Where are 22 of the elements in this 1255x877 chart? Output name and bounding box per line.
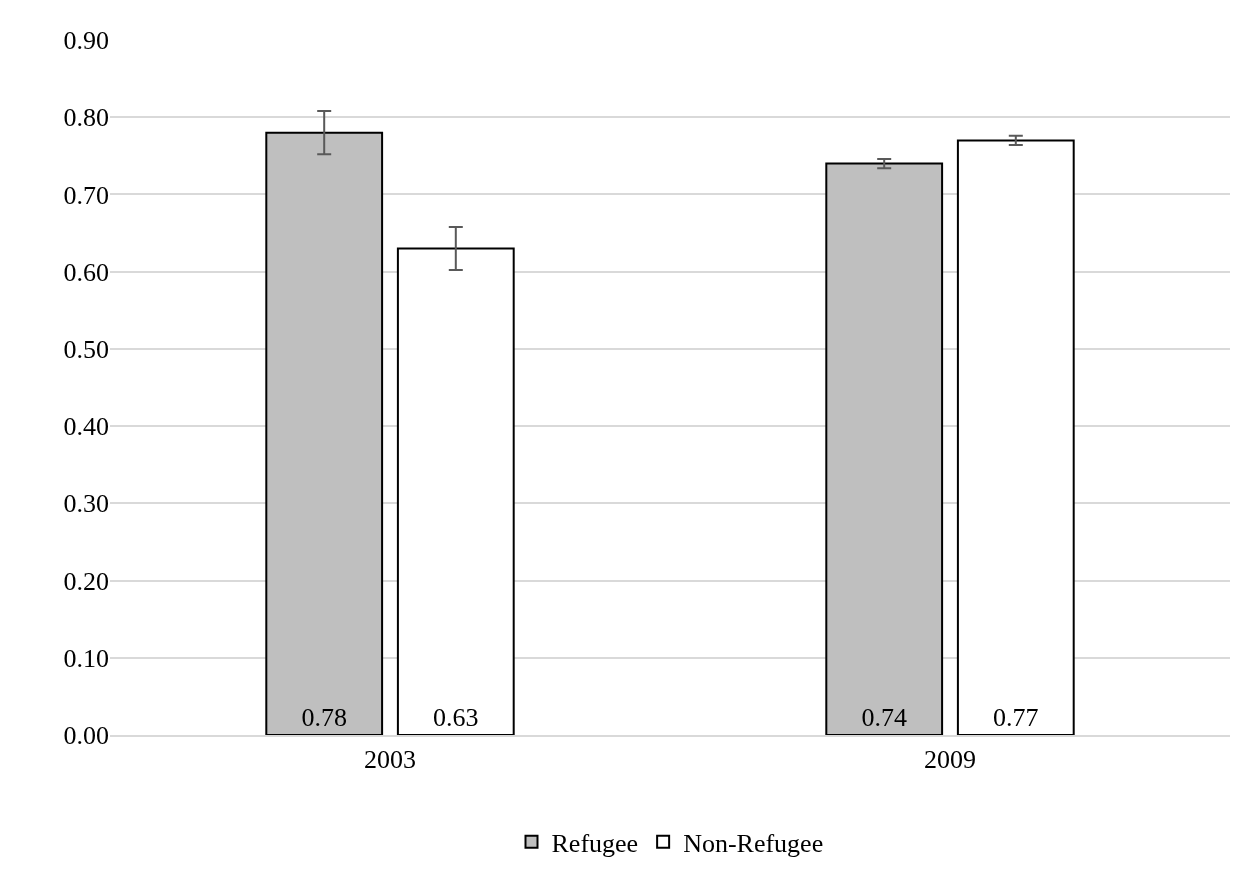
data-label: 0.77 bbox=[993, 703, 1039, 732]
y-tick-label: 0.90 bbox=[63, 26, 109, 56]
x-tick-label: 2003 bbox=[364, 745, 416, 775]
legend-label: Refugee bbox=[551, 828, 639, 858]
bar bbox=[825, 162, 944, 735]
y-tick-label: 0.40 bbox=[63, 412, 109, 442]
data-label: 0.63 bbox=[433, 703, 479, 732]
y-tick-label: 0.60 bbox=[63, 257, 109, 287]
data-label: 0.74 bbox=[861, 703, 907, 732]
bar bbox=[265, 131, 384, 735]
y-tick-label: 0.10 bbox=[63, 643, 109, 673]
y-tick-label: 0.00 bbox=[63, 721, 109, 751]
y-tick-label: 0.20 bbox=[63, 566, 109, 596]
y-tick-label: 0.80 bbox=[63, 103, 109, 133]
y-tick-label: 0.30 bbox=[63, 489, 109, 519]
y-tick-label: 0.50 bbox=[63, 334, 109, 364]
bar bbox=[956, 139, 1075, 735]
x-tick-label: 2009 bbox=[924, 745, 976, 775]
bar bbox=[396, 247, 515, 735]
y-tick-label: 0.70 bbox=[63, 180, 109, 210]
data-label: 0.78 bbox=[301, 703, 347, 732]
legend-label: Non-Refugee bbox=[683, 828, 824, 858]
